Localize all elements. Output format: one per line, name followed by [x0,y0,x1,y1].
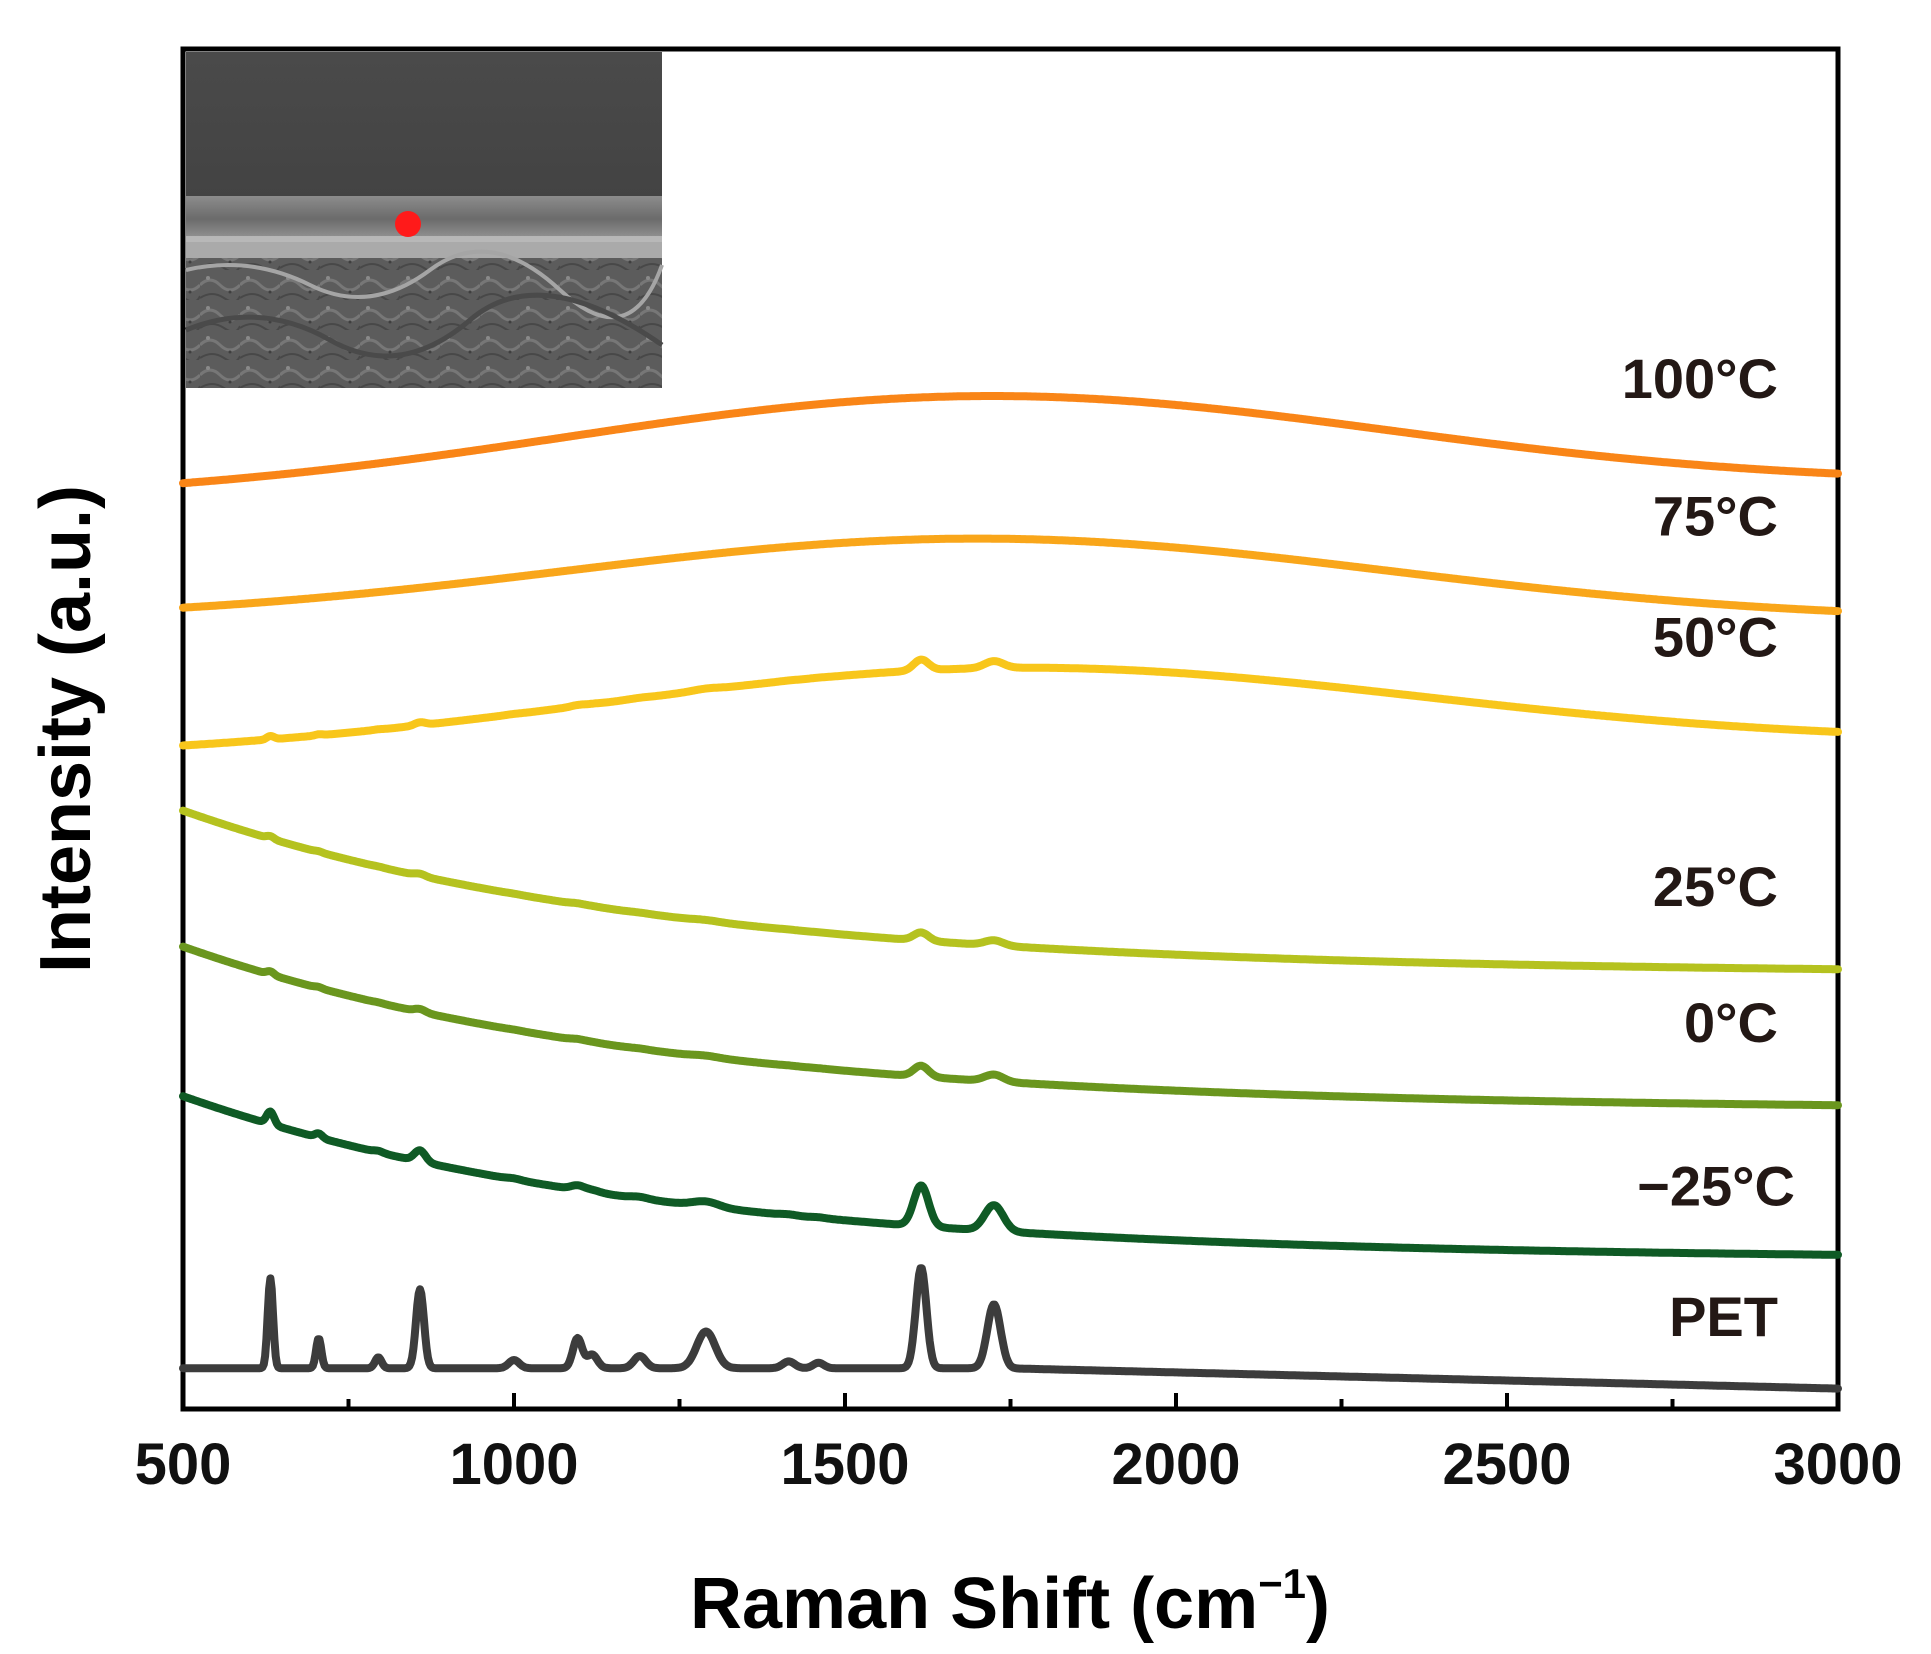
x-axis-title-main: Raman Shift (cm [690,1564,1258,1644]
series-label-2: 75°C [1653,485,1778,548]
series-label-3: 50°C [1653,606,1778,669]
x-tick-label: 3000 [1773,1432,1902,1497]
trace-5 [179,942,1842,1110]
series-label-5: 0°C [1684,991,1778,1054]
x-axis-title-close: ) [1306,1564,1330,1644]
trace-6 [179,1092,1842,1259]
measurement-marker [395,211,421,237]
x-tick-label: 500 [135,1432,232,1497]
spectra-traces [179,392,1842,1393]
trace-4 [179,806,1842,974]
series-label-4: 25°C [1653,855,1778,918]
x-axis-title-superscript: −1 [1258,1560,1306,1607]
x-axis-ticks: 500 1000 1500 2000 2500 3000 [135,1393,1903,1497]
series-label-1: 100°C [1622,347,1778,410]
x-tick-label: 2500 [1442,1432,1571,1497]
x-tick-label: 1000 [449,1432,578,1497]
x-axis-title: Raman Shift (cm−1) [690,1560,1330,1644]
series-label-6: −25°C [1637,1155,1795,1218]
x-tick-label: 2000 [1111,1432,1240,1497]
y-axis-title: Intensity (a.u.) [26,485,106,973]
series-labels: 100°C 75°C 50°C 25°C 0°C −25°C PET [1622,347,1795,1348]
series-label-7: PET [1669,1285,1778,1348]
inset-sem-image [185,52,664,388]
trace-1 [179,392,1842,488]
trace-7 [179,1264,1842,1393]
trace-3 [179,655,1842,750]
trace-2 [179,534,1842,616]
x-tick-label: 1500 [780,1432,909,1497]
